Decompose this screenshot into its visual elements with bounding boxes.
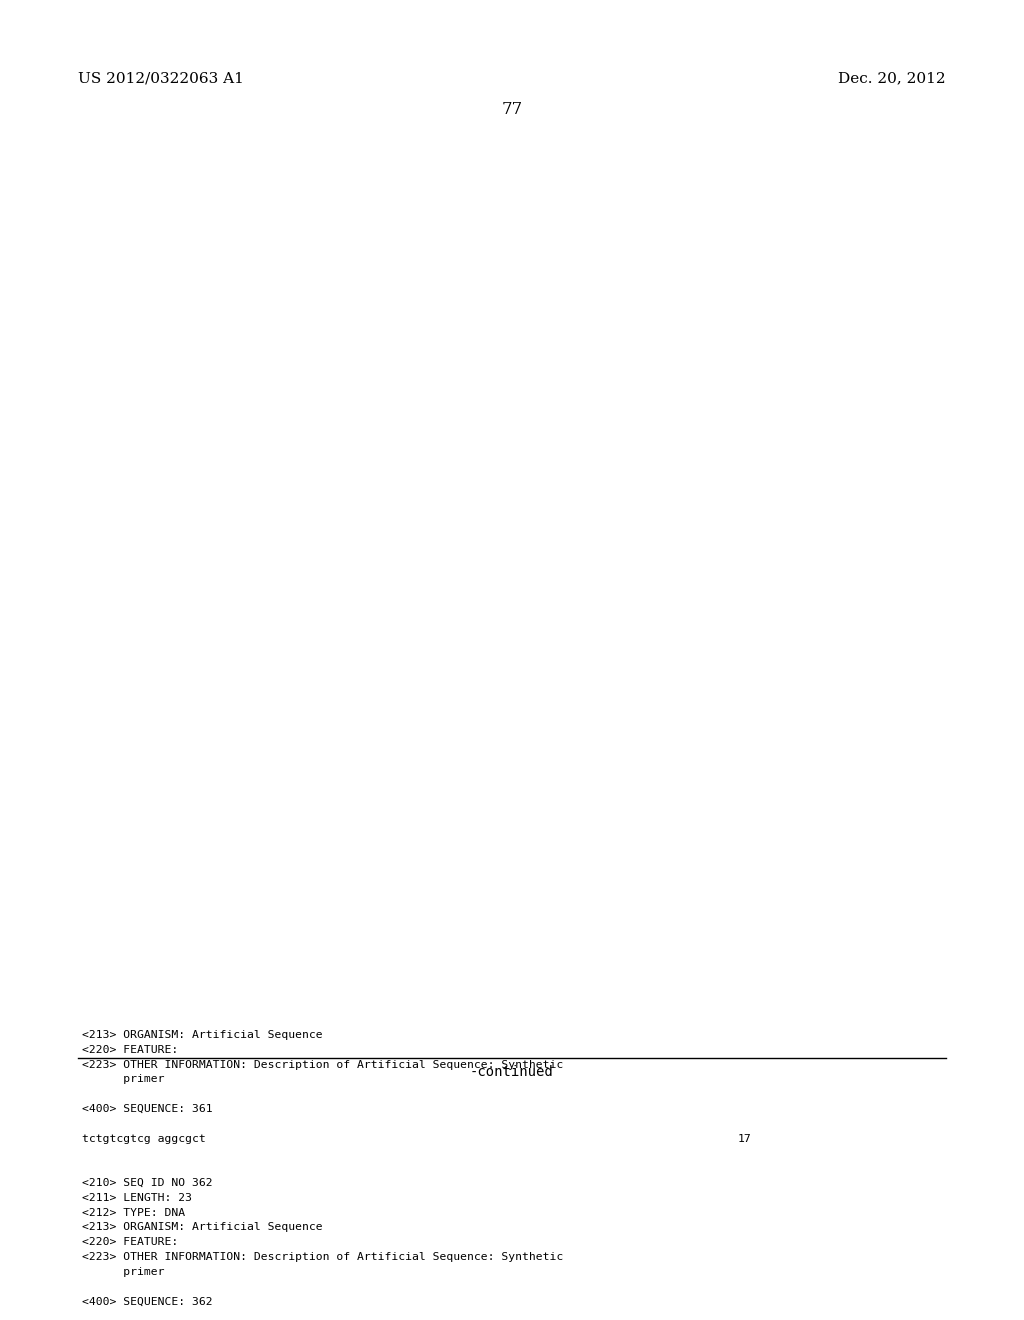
Text: Dec. 20, 2012: Dec. 20, 2012 — [839, 71, 946, 84]
Text: tctgtcgtcg aggcgct: tctgtcgtcg aggcgct — [82, 1134, 206, 1143]
Text: <211> LENGTH: 23: <211> LENGTH: 23 — [82, 1193, 191, 1203]
Text: US 2012/0322063 A1: US 2012/0322063 A1 — [78, 71, 244, 84]
Text: <220> FEATURE:: <220> FEATURE: — [82, 1045, 178, 1055]
Text: 77: 77 — [502, 102, 522, 119]
Text: <220> FEATURE:: <220> FEATURE: — [82, 1237, 178, 1247]
Text: primer: primer — [82, 1074, 165, 1085]
Text: <400> SEQUENCE: 362: <400> SEQUENCE: 362 — [82, 1296, 213, 1307]
Text: <210> SEQ ID NO 362: <210> SEQ ID NO 362 — [82, 1177, 213, 1188]
Text: <213> ORGANISM: Artificial Sequence: <213> ORGANISM: Artificial Sequence — [82, 1030, 323, 1040]
Text: <223> OTHER INFORMATION: Description of Artificial Sequence: Synthetic: <223> OTHER INFORMATION: Description of … — [82, 1060, 563, 1069]
Text: <212> TYPE: DNA: <212> TYPE: DNA — [82, 1208, 185, 1217]
Text: primer: primer — [82, 1267, 165, 1276]
Text: <223> OTHER INFORMATION: Description of Artificial Sequence: Synthetic: <223> OTHER INFORMATION: Description of … — [82, 1251, 563, 1262]
Text: <400> SEQUENCE: 361: <400> SEQUENCE: 361 — [82, 1104, 213, 1114]
Text: -continued: -continued — [470, 1065, 554, 1078]
Text: 17: 17 — [737, 1134, 751, 1143]
Text: <213> ORGANISM: Artificial Sequence: <213> ORGANISM: Artificial Sequence — [82, 1222, 323, 1233]
